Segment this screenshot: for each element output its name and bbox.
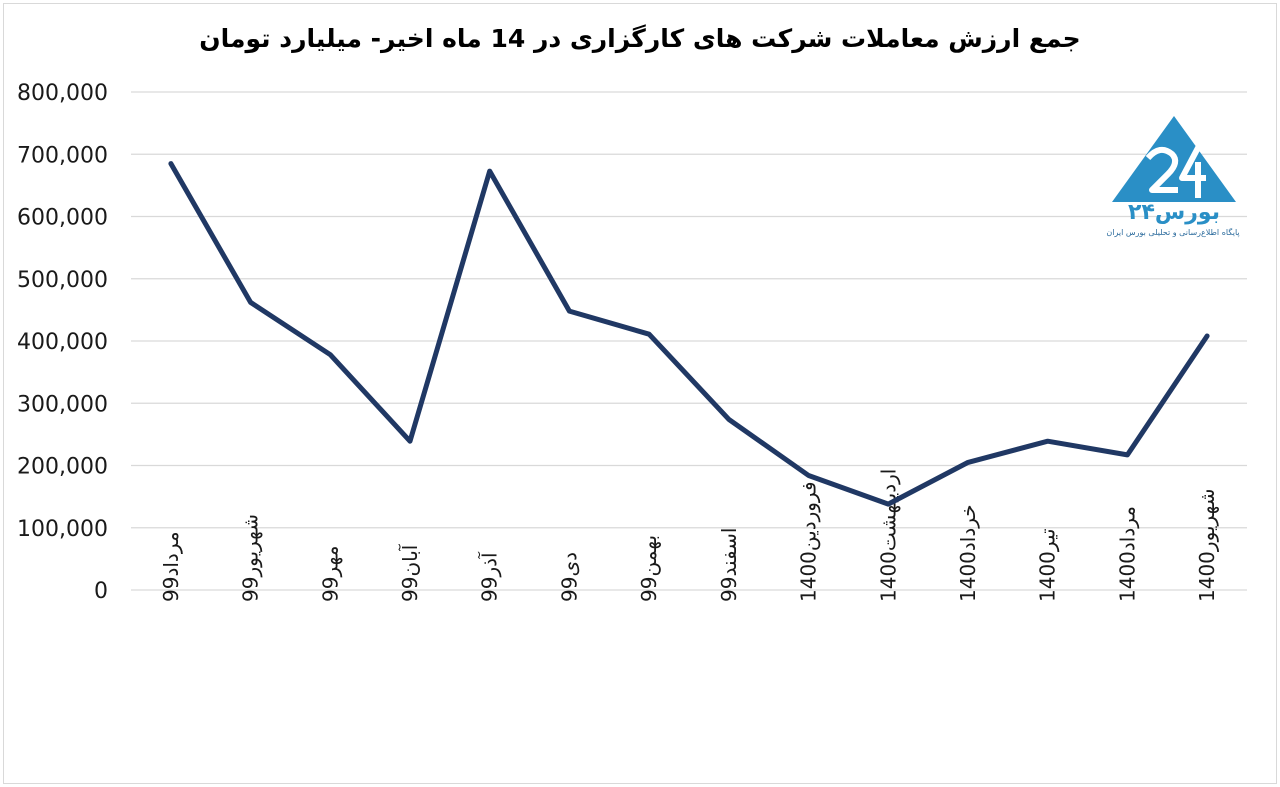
y-tick-label: 800,000 <box>17 81 108 106</box>
x-tick-label: آذر99 <box>477 551 502 602</box>
x-tick-label: آبان99 <box>397 543 422 602</box>
x-tick-label: خرداد1400 <box>956 504 980 602</box>
x-tick-label: دی99 <box>557 552 581 602</box>
x-tick-label: اسفند99 <box>717 528 741 602</box>
x-tick-label: بهمن99 <box>637 535 661 602</box>
x-axis-ticks: مرداد99 شهریور99 مهر99 آبان99 آذر99 دی99 بهمن9… <box>159 469 1219 602</box>
y-tick-label: 600,000 <box>17 206 108 231</box>
y-tick-label: 500,000 <box>17 268 108 293</box>
x-tick-label: تیر1400 <box>1036 528 1060 602</box>
x-tick-label: مرداد1400 <box>1115 506 1139 602</box>
y-tick-label: 100,000 <box>17 517 108 542</box>
logo-icon <box>1112 116 1236 202</box>
x-tick-label: شهریور99 <box>239 514 263 602</box>
y-axis-ticks: 0 100,000 200,000 300,000 400,000 500,000 600,… <box>17 81 108 604</box>
gridlines <box>131 91 1247 591</box>
y-tick-label: 300,000 <box>17 392 108 417</box>
chart-frame <box>3 3 1277 784</box>
x-tick-label: فروردین1400 <box>797 481 821 602</box>
y-tick-label: 0 <box>94 579 108 604</box>
logo-text: بورس۲۴ <box>1128 200 1220 225</box>
x-tick-label: شهریور1400 <box>1195 489 1219 602</box>
y-tick-label: 200,000 <box>17 455 108 480</box>
x-tick-label: مرداد99 <box>159 531 183 602</box>
chart-title: جمع ارزش معاملات شرکت های کارگزاری در 14… <box>199 24 1081 53</box>
logo-subtitle: پایگاه اطلاع‌رسانی و تحلیلی بورس ایران <box>1106 228 1240 237</box>
series-lines <box>168 161 1210 507</box>
series-line <box>168 161 1210 507</box>
x-tick-label: اردیبهشت1400 <box>876 469 900 602</box>
x-tick-label: مهر99 <box>318 546 342 602</box>
y-tick-label: 400,000 <box>17 330 108 355</box>
y-tick-label: 700,000 <box>17 143 108 168</box>
